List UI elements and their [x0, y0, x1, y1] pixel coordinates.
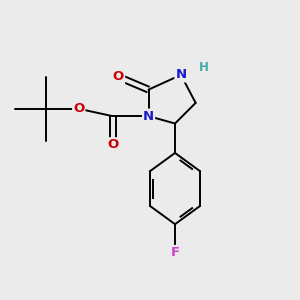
Text: O: O	[73, 102, 84, 115]
Text: O: O	[107, 138, 118, 151]
Text: H: H	[199, 61, 209, 74]
Text: O: O	[113, 70, 124, 83]
Text: N: N	[176, 68, 187, 81]
Text: N: N	[143, 110, 154, 123]
Text: F: F	[170, 246, 180, 259]
